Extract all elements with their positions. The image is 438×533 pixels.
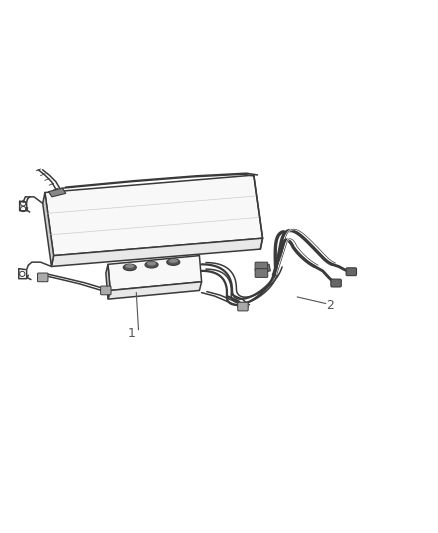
FancyBboxPatch shape — [255, 269, 268, 277]
Text: 2: 2 — [326, 299, 334, 312]
Polygon shape — [51, 238, 262, 266]
Text: 1: 1 — [128, 327, 136, 341]
FancyBboxPatch shape — [101, 286, 111, 295]
Ellipse shape — [125, 264, 134, 268]
Polygon shape — [108, 256, 201, 290]
FancyBboxPatch shape — [38, 273, 48, 282]
Ellipse shape — [169, 259, 178, 263]
Ellipse shape — [147, 262, 156, 265]
FancyBboxPatch shape — [331, 279, 341, 287]
Polygon shape — [108, 282, 201, 299]
FancyBboxPatch shape — [255, 262, 268, 271]
FancyBboxPatch shape — [346, 268, 357, 276]
Ellipse shape — [167, 259, 180, 265]
FancyBboxPatch shape — [238, 302, 248, 311]
Polygon shape — [258, 264, 270, 273]
Ellipse shape — [145, 262, 158, 268]
Polygon shape — [43, 192, 53, 266]
Polygon shape — [45, 175, 262, 256]
Polygon shape — [48, 188, 66, 197]
Ellipse shape — [123, 264, 136, 271]
Polygon shape — [106, 264, 110, 299]
